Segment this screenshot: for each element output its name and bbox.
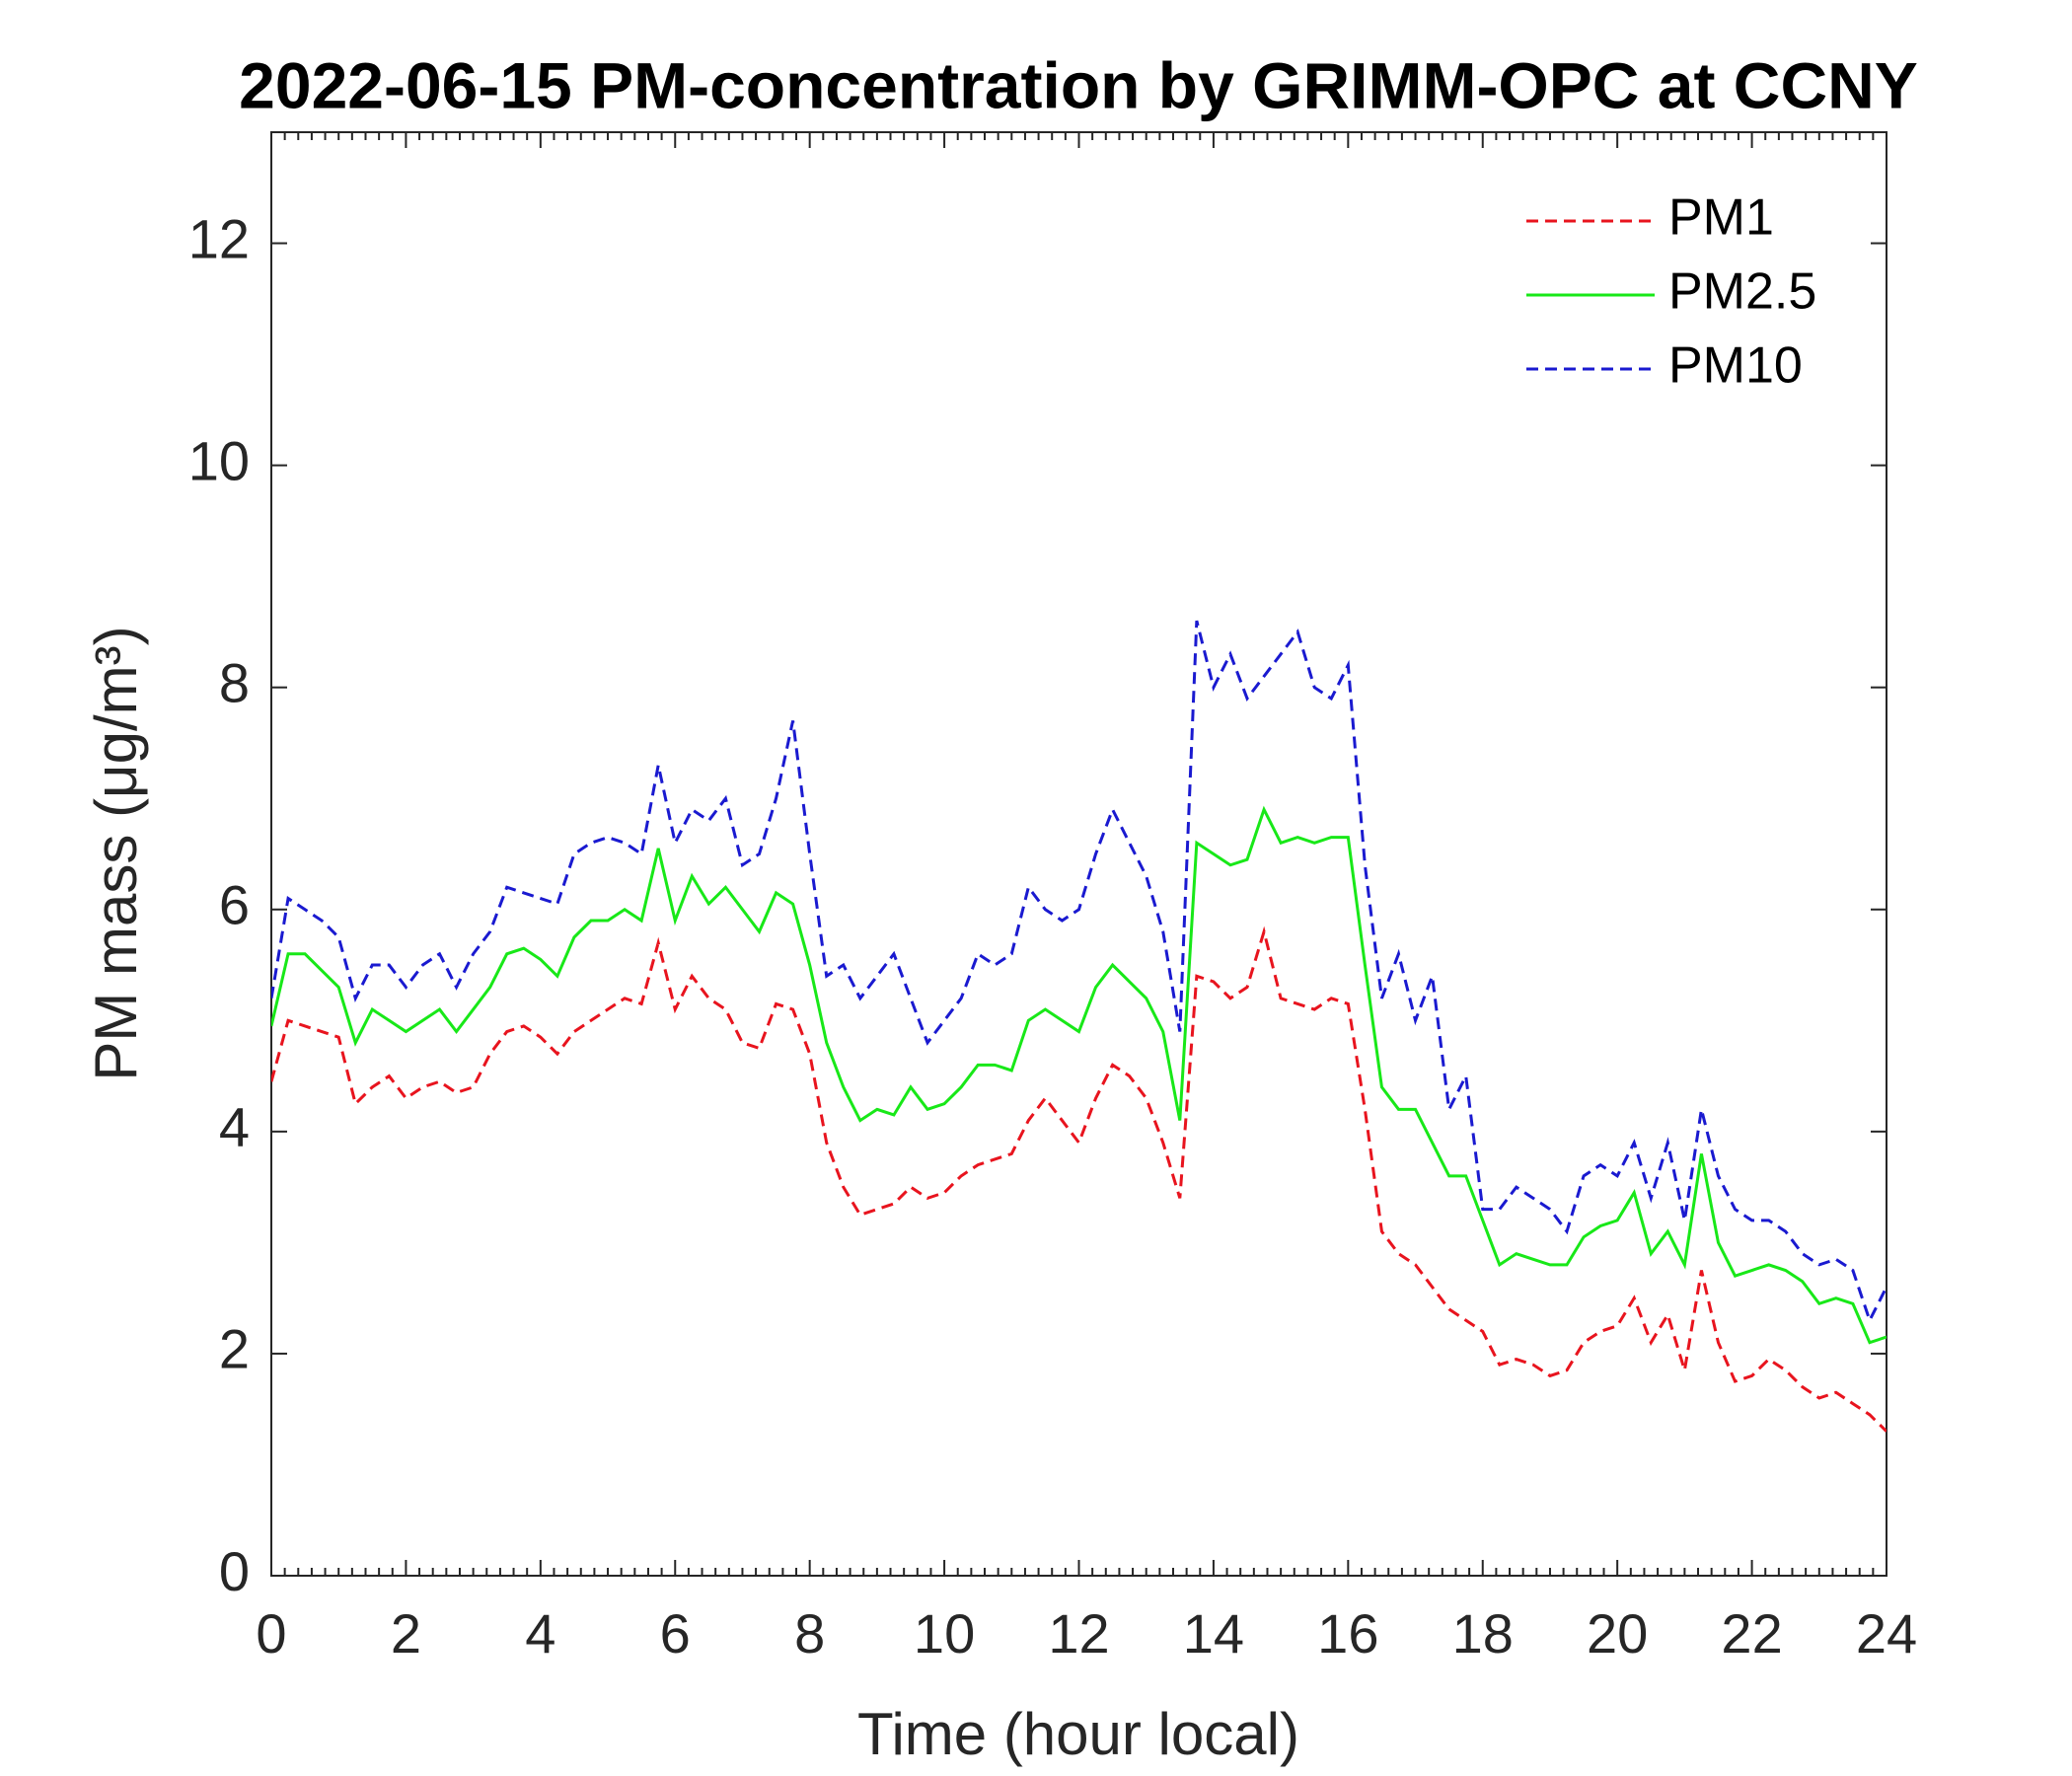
data-line <box>271 620 1887 1325</box>
legend-label: PM1 <box>1668 189 1774 247</box>
x-tick-label: 16 <box>1317 1602 1378 1665</box>
x-tick-label: 14 <box>1183 1602 1244 1665</box>
x-tick-label: 6 <box>660 1602 691 1665</box>
x-tick-label: 2 <box>391 1602 421 1665</box>
legend-label: PM10 <box>1668 337 1803 395</box>
y-tick-label: 6 <box>219 874 250 936</box>
data-line <box>271 925 1887 1433</box>
x-tick-label: 10 <box>914 1602 975 1665</box>
data-line <box>271 805 1887 1345</box>
y-tick-label: 2 <box>219 1318 250 1380</box>
legend-label: PM2.5 <box>1668 263 1816 321</box>
x-tick-label: 4 <box>525 1602 555 1665</box>
y-tick-label: 12 <box>188 207 250 269</box>
x-tick-label: 22 <box>1721 1602 1782 1665</box>
y-tick-label: 0 <box>219 1540 250 1602</box>
x-tick-label: 20 <box>1587 1602 1648 1665</box>
x-tick-label: 8 <box>794 1602 825 1665</box>
chart-title: 2022-06-15 PM-concentration by GRIMM-OPC… <box>239 48 1918 121</box>
x-tick-label: 24 <box>1856 1602 1917 1665</box>
x-tick-label: 0 <box>256 1602 286 1665</box>
plot-frame <box>270 131 1887 1577</box>
x-tick-label: 18 <box>1452 1602 1514 1665</box>
x-tick-label: 12 <box>1048 1602 1109 1665</box>
y-tick-label: 4 <box>219 1096 250 1158</box>
y-axis-label: PM mass (μg/m³) <box>83 626 149 1080</box>
y-tick-label: 10 <box>188 429 250 491</box>
y-tick-label: 8 <box>219 651 250 713</box>
x-axis-label: Time (hour local) <box>857 1701 1299 1767</box>
